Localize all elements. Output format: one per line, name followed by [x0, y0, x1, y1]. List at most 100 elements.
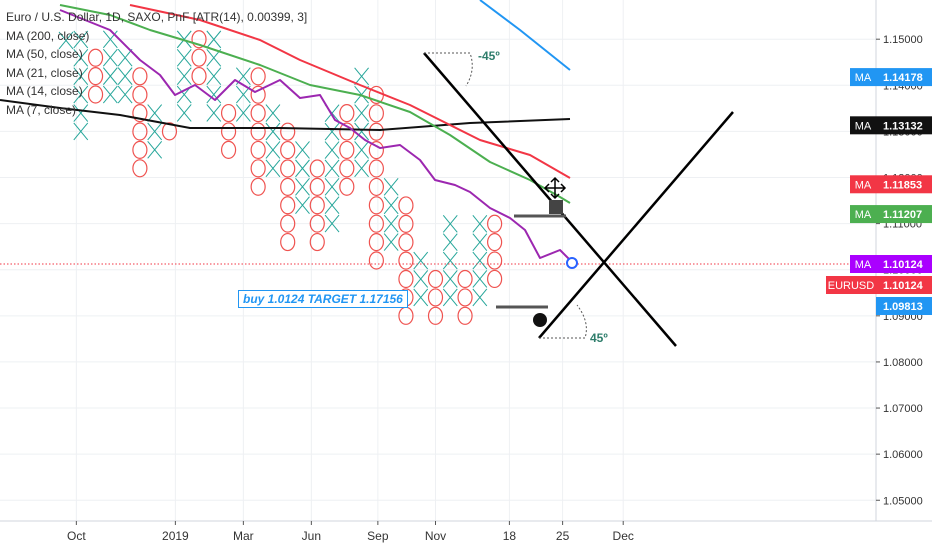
- pnf-o-box: [339, 140, 355, 160]
- pnf-o-box: [250, 104, 266, 123]
- pnf-x-box: [117, 67, 133, 85]
- time-axis-label: 25: [556, 529, 570, 543]
- pnf-o-box: [191, 30, 207, 49]
- time-axis-label: Mar: [233, 529, 254, 543]
- time-axis-label: Sep: [367, 529, 389, 543]
- pnf-x-box: [472, 270, 488, 288]
- pnf-o-box: [398, 269, 414, 289]
- pnf-x-box: [472, 214, 488, 233]
- price-label-value: 1.10124: [883, 280, 924, 292]
- pnf-x-box: [472, 288, 488, 307]
- pnf-x-box: [206, 30, 222, 49]
- pnf-o-box: [368, 141, 384, 160]
- pnf-x-box: [117, 48, 133, 67]
- pnf-x-box: [265, 104, 281, 122]
- pnf-o-box: [220, 140, 237, 159]
- moving-average-line: [479, 0, 571, 71]
- pnf-x-box: [73, 48, 89, 67]
- price-label-prefix: EURUSD: [828, 280, 875, 292]
- pnf-x-box: [324, 178, 340, 196]
- anchor-box: [549, 200, 563, 214]
- time-axis-label: 18: [503, 529, 517, 543]
- time-axis-label: Nov: [425, 529, 446, 543]
- price-label-prefix: MA: [855, 179, 872, 191]
- time-axis-label: Dec: [613, 529, 634, 543]
- pnf-x-box: [324, 122, 340, 141]
- pnf-x-box: [206, 104, 222, 122]
- price-label: MA 1.11853: [850, 175, 932, 194]
- pnf-x-box: [176, 67, 192, 85]
- pnf-x-box: [354, 104, 369, 122]
- angle-label-top: -45º: [478, 49, 500, 63]
- pnf-o-box: [368, 122, 384, 141]
- angle-label-bottom: 45º: [590, 331, 608, 345]
- pnf-x-box: [442, 233, 458, 252]
- pnf-o-box: [87, 85, 104, 104]
- pnf-o-box: [368, 104, 384, 123]
- pnf-x-box: [58, 31, 74, 50]
- pnf-x-box: [383, 233, 399, 251]
- pnf-o-box: [398, 251, 414, 270]
- pnf-o-box: [427, 269, 444, 289]
- price-label-value: 1.14178: [883, 72, 923, 84]
- pnf-o-box: [457, 288, 473, 307]
- pnf-x-box: [117, 85, 133, 104]
- pnf-x-box: [442, 214, 458, 233]
- time-axis-label: Jun: [302, 529, 321, 543]
- pnf-o-box: [191, 66, 207, 86]
- pnf-x-box: [472, 251, 488, 270]
- pnf-o-box: [250, 140, 266, 160]
- pnf-o-box: [398, 214, 414, 233]
- pnf-o-box: [368, 214, 384, 233]
- pnf-x-box: [102, 85, 118, 104]
- pnf-o-box: [368, 159, 384, 178]
- pnf-o-box: [398, 233, 414, 252]
- pnf-o-box: [220, 103, 237, 123]
- pnf-x-box: [383, 178, 399, 196]
- pnf-o-box: [309, 159, 325, 178]
- pnf-x-box: [176, 104, 192, 122]
- pnf-x-box: [295, 196, 310, 214]
- pnf-o-box: [339, 177, 355, 196]
- pnf-x-box: [442, 270, 458, 288]
- pnf-o-box: [457, 269, 473, 289]
- pnf-o-box: [191, 48, 207, 67]
- pnf-x-box: [295, 141, 310, 159]
- pnf-o-box: [339, 104, 355, 123]
- pnf-x-box: [413, 270, 429, 288]
- price-label: MA 1.13132: [850, 116, 932, 135]
- pnf-x-box: [147, 141, 163, 159]
- pnf-o-box: [309, 177, 325, 196]
- pnf-x-box: [295, 177, 310, 196]
- pnf-o-box: [280, 214, 296, 233]
- pnf-o-box: [487, 251, 503, 270]
- pnf-x-box: [354, 159, 369, 178]
- pnf-o-box: [487, 269, 503, 289]
- pnf-o-box: [427, 288, 444, 307]
- pnf-o-box: [309, 196, 325, 215]
- pnf-x-box: [206, 67, 222, 85]
- pnf-x-box: [147, 122, 163, 141]
- pnf-x-box: [73, 67, 89, 86]
- pnf-o-box: [280, 196, 296, 215]
- pnf-o-box: [280, 177, 296, 196]
- move-cursor-icon: [543, 176, 567, 200]
- trade-note-annotation[interactable]: buy 1.0124 TARGET 1.17156: [238, 290, 408, 308]
- pnf-o-box: [132, 140, 148, 159]
- pnf-o-box: [250, 85, 266, 104]
- pnf-o-box: [87, 48, 104, 67]
- price-label-prefix: MA: [855, 209, 872, 221]
- pnf-x-box: [73, 30, 89, 49]
- price-label-prefix: MA: [855, 72, 872, 84]
- price-axis-tick-label: 1.08000: [883, 357, 923, 369]
- pnf-x-box: [295, 159, 310, 178]
- pnf-x-box: [354, 122, 369, 141]
- pnf-x-box: [383, 214, 399, 233]
- pnf-o-box: [427, 306, 444, 325]
- pnf-x-box: [354, 67, 369, 86]
- pnf-o-box: [250, 177, 266, 196]
- price-label: 1.09813: [876, 297, 932, 316]
- price-label-value: 1.13132: [883, 120, 923, 132]
- pnf-o-box: [368, 251, 384, 270]
